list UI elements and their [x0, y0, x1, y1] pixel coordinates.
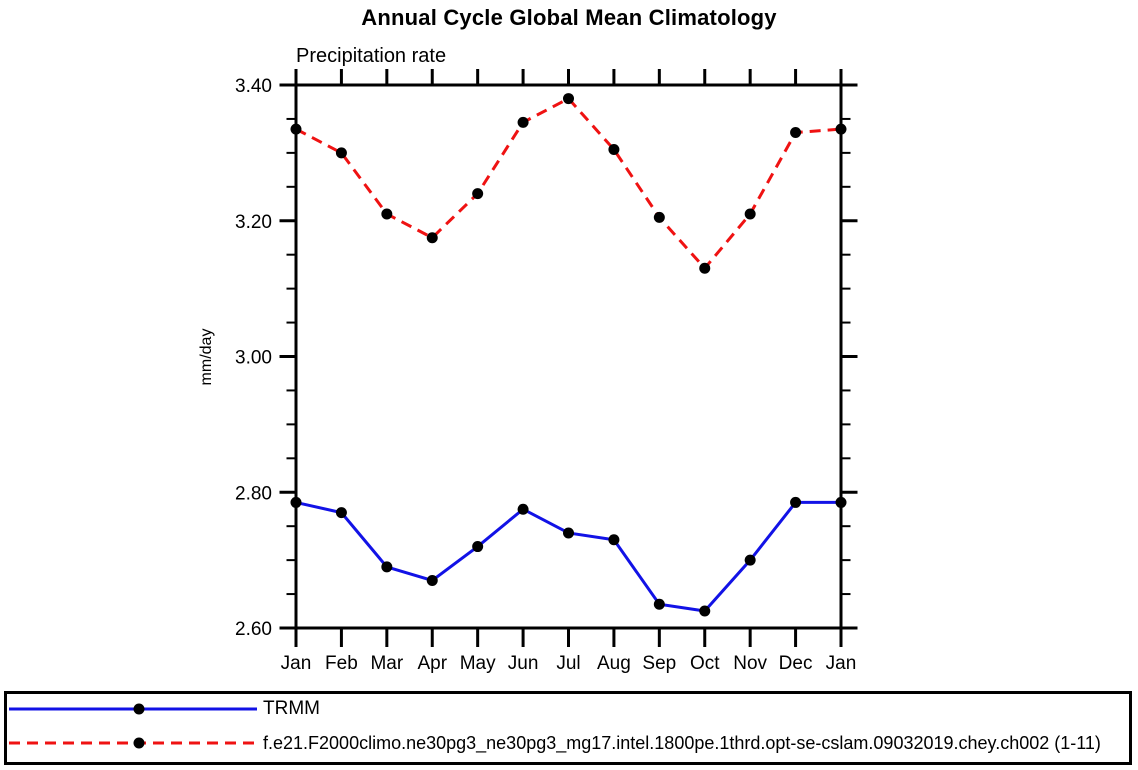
series-line — [295, 500, 841, 613]
data-point-marker — [290, 123, 302, 135]
x-tick-label: Jun — [508, 653, 539, 674]
x-tick-label: Dec — [779, 653, 813, 674]
data-point-marker — [790, 127, 802, 139]
legend-line-sample-trmm — [9, 703, 257, 715]
data-point-marker — [744, 554, 756, 566]
data-point-marker — [290, 496, 302, 508]
x-tick-label: Mar — [370, 653, 403, 674]
data-point-marker — [381, 561, 393, 573]
data-point-marker — [381, 208, 393, 220]
legend-item-model: f.e21.F2000climo.ne30pg3_ne30pg3_mg17.in… — [9, 730, 1101, 756]
data-point-marker — [426, 232, 438, 244]
x-tick-label: Oct — [690, 653, 720, 674]
y-tick-label: 3.40 — [235, 76, 272, 97]
data-point-marker — [835, 496, 847, 508]
legend-sample-marker — [133, 703, 145, 715]
data-point-marker — [563, 527, 574, 539]
x-tick-label: Jan — [826, 653, 857, 674]
y-tick-label: 3.20 — [235, 212, 272, 233]
legend-item-trmm: TRMM — [9, 696, 320, 722]
x-tick-label: Nov — [733, 653, 767, 674]
legend-sample-marker — [133, 737, 145, 749]
data-point-marker — [790, 496, 802, 508]
data-point-marker — [335, 147, 347, 159]
x-tick-label: Aug — [597, 653, 631, 674]
x-tick-label: Sep — [642, 653, 676, 674]
x-tick-label: May — [460, 653, 496, 674]
y-tick-label: 2.60 — [235, 619, 272, 640]
data-point-marker — [335, 507, 347, 519]
x-tick-label: Jul — [556, 653, 580, 674]
data-point-marker — [472, 541, 484, 553]
legend-label-trmm: TRMM — [263, 698, 320, 719]
data-point-marker — [563, 93, 574, 105]
data-point-marker — [835, 123, 847, 135]
x-tick-label: Jan — [281, 653, 312, 674]
data-point-marker — [699, 262, 711, 274]
series-1 — [290, 93, 847, 274]
x-tick-label: Apr — [417, 653, 447, 674]
y-axis: 2.60 2.80 3.00 3.20 3.40 — [235, 76, 858, 640]
series-line — [295, 96, 842, 271]
chart-title: Annual Cycle Global Mean Climatology — [361, 5, 777, 30]
x-axis: Jan Feb Mar Apr May Jun Jul Aug Sep Oct Nov Dec Jan — [281, 69, 857, 674]
data-point-marker — [608, 143, 620, 155]
data-point-marker — [426, 574, 438, 586]
y-tick-label: 2.80 — [235, 483, 272, 504]
data-point-marker — [472, 188, 484, 200]
x-tick-label: Feb — [325, 653, 358, 674]
data-point-marker — [744, 208, 756, 220]
data-point-marker — [517, 503, 529, 515]
data-point-marker — [653, 211, 665, 223]
data-point-marker — [608, 534, 620, 546]
data-point-marker — [699, 605, 711, 617]
series-0 — [290, 496, 847, 617]
legend-label-model: f.e21.F2000climo.ne30pg3_ne30pg3_mg17.in… — [263, 732, 1101, 753]
plot-frame — [294, 83, 843, 630]
chart-subtitle: Precipitation rate — [296, 45, 447, 67]
data-point-marker — [517, 116, 529, 128]
legend: TRMM f.e21.F2000climo.ne30pg3_ne30pg3_mg… — [4, 691, 1132, 765]
y-tick-label: 3.00 — [235, 348, 272, 369]
legend-line-sample-model — [9, 737, 257, 749]
data-point-marker — [653, 598, 665, 610]
